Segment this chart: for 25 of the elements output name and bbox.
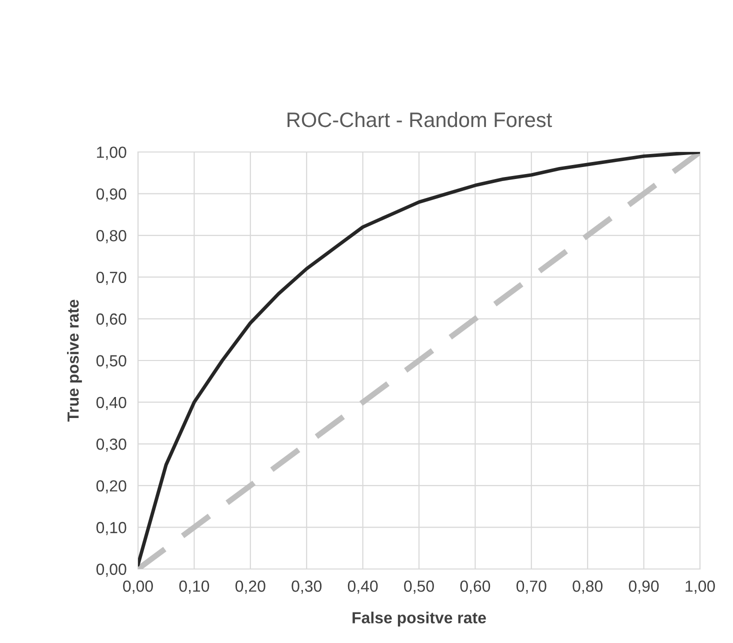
y-tick-label: 0,70 bbox=[96, 272, 126, 285]
x-tick-label: 0,20 bbox=[235, 580, 266, 594]
x-axis-title: False positve rate bbox=[352, 612, 486, 627]
x-tick-label: 1,00 bbox=[686, 580, 715, 594]
chart-title: ROC-Chart - Random Forest bbox=[288, 112, 552, 128]
y-tick-label: 0,30 bbox=[96, 438, 126, 452]
x-tick-label: 0,40 bbox=[348, 580, 378, 594]
y-tick-label: 0,50 bbox=[96, 355, 126, 368]
y-tick-label: 0,90 bbox=[96, 188, 126, 202]
x-tick-label: 0,90 bbox=[628, 580, 659, 594]
y-tick-label: 0,20 bbox=[96, 480, 126, 494]
y-tick-label: 0,00 bbox=[96, 564, 126, 577]
x-tick-label: 0,30 bbox=[292, 580, 322, 594]
x-tick-label: 0,10 bbox=[179, 580, 210, 594]
y-tick-label: 0,60 bbox=[96, 313, 126, 327]
y-tick-label: 0,10 bbox=[96, 522, 126, 536]
y-axis-title: True posive rate bbox=[67, 300, 82, 422]
x-tick-label: 0,60 bbox=[460, 580, 490, 594]
x-tick-label: 0,50 bbox=[404, 580, 434, 594]
x-tick-label: 0,70 bbox=[516, 580, 546, 594]
x-tick-label: 0,00 bbox=[123, 580, 153, 594]
y-tick-label: 0,80 bbox=[96, 230, 126, 244]
y-tick-label: 0,40 bbox=[96, 396, 126, 410]
x-tick-label: 0,80 bbox=[572, 580, 603, 594]
y-tick-label: 1,00 bbox=[97, 146, 126, 160]
